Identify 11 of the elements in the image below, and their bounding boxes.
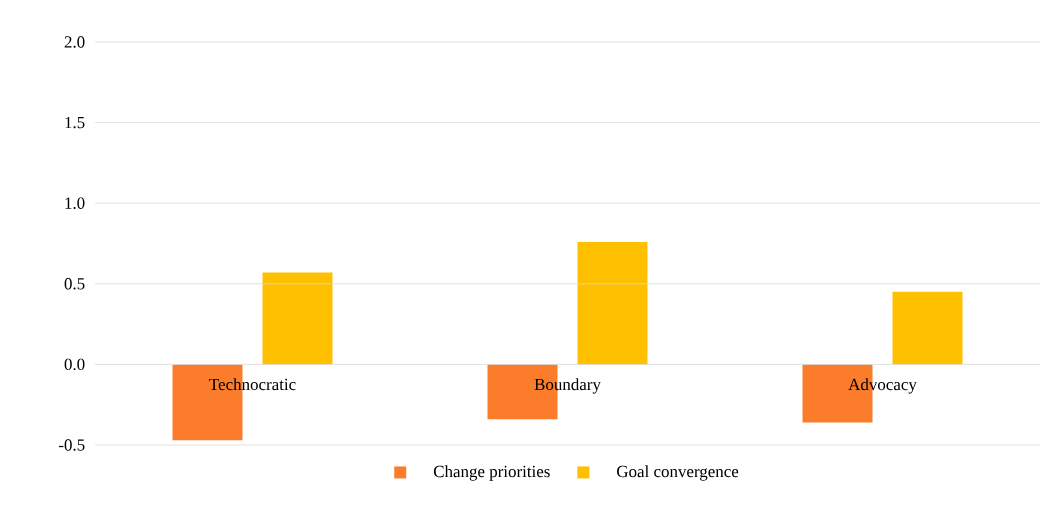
legend-label: Goal convergence	[617, 465, 739, 481]
bar	[577, 241, 648, 365]
legend-label: Change priorities	[433, 465, 550, 481]
bar	[892, 291, 963, 365]
y-tick-label: 1.0	[65, 197, 85, 209]
y-tick-label: 1.5	[65, 116, 85, 129]
y-tick-label: -0.5	[58, 439, 85, 451]
y-tick-label: 0.5	[64, 278, 85, 290]
y-tick-label: 0.0	[64, 358, 85, 371]
y-tick-label: 2.0	[64, 36, 85, 48]
bar	[262, 272, 333, 365]
